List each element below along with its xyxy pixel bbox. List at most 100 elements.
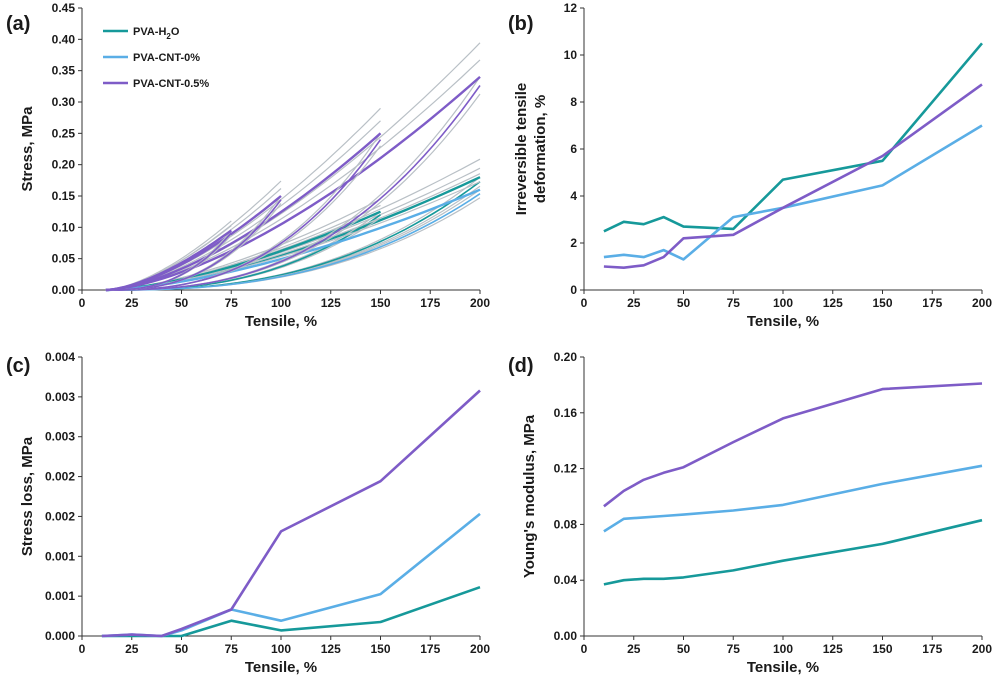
x-tick-label: 100 [271,642,291,656]
panel-c: (c) 0 25 50 75 100 125 150 175 200 0.000 0.001 0.001… [6,350,490,676]
y-tick-label: 0.001 [45,549,75,563]
x-tick-label: 50 [175,642,189,656]
x-axis-label: Tensile, % [747,659,819,676]
y-tick-label: 0.002 [45,470,75,484]
legend-label-main: PVA-CNT-0.5% [133,78,209,90]
y-tick-label: 2 [570,236,577,250]
x-axis-label: Tensile, % [747,313,819,330]
series-line-pva-cnt-05 [603,382,983,508]
x-tick-label: 75 [225,296,239,310]
x-tick-label: 150 [872,296,892,310]
x-tick-label: 25 [125,296,139,310]
panel-d: (d) 0 25 50 75 100 125 150 175 200 0.00 0.04 0.08 0.1… [508,350,992,676]
x-tick-label: 150 [872,642,892,656]
x-tick-label: 200 [470,642,490,656]
legend-label-tail: O [171,26,180,38]
x-axis-label: Tensile, % [245,659,317,676]
legend-label-main: PVA-CNT-0% [133,52,200,64]
legend-label: PVA-H2O [133,26,180,41]
y-tick-label: 0.00 [554,629,578,643]
y-tick-label: 6 [570,142,577,156]
series-line-pva-cnt-0 [101,512,481,638]
x-tick-label: 25 [627,296,641,310]
y-tick-label: 0.45 [52,1,76,15]
series-line-pva-cnt-05 [101,389,481,638]
series-curve [105,229,233,292]
x-tick-label: 175 [922,296,942,310]
x-tick-label: 75 [225,642,239,656]
y-tick-label: 0.15 [52,189,76,203]
series-line-pva-cnt-0 [603,464,983,533]
legend-label: PVA-CNT-0.5% [133,78,209,90]
panel-label-a: (a) [6,13,30,35]
x-tick-label: 100 [773,296,793,310]
y-tick-label: 0.20 [554,350,578,364]
x-tick-label: 150 [370,642,390,656]
x-tick-label: 0 [79,296,86,310]
y-axis-label: deformation, % [532,95,549,203]
x-tick-label: 200 [972,296,992,310]
x-tick-label: 75 [727,642,741,656]
y-tick-label: 12 [564,1,578,15]
y-tick-label: 0.12 [554,462,578,476]
x-tick-label: 0 [581,642,588,656]
series-line-pva-cnt-05 [603,83,983,270]
y-tick-label: 0.001 [45,589,75,603]
series-curve [105,75,481,292]
y-tick-label: 0.004 [45,350,75,364]
x-tick-label: 200 [972,642,992,656]
legend-label-sub: 2 [166,32,171,41]
x-tick-label: 125 [823,642,843,656]
x-axis-label: Tensile, % [245,313,317,330]
series-line-pva-h2o [603,42,983,233]
x-tick-label: 100 [271,296,291,310]
x-tick-label: 50 [175,296,189,310]
y-tick-label: 0.40 [52,32,76,46]
y-tick-label: 0.35 [52,64,76,78]
y-tick-label: 0.003 [45,430,75,444]
legend-label-main: PVA-H [133,26,166,38]
x-tick-label: 200 [470,296,490,310]
x-tick-label: 175 [420,642,440,656]
y-tick-label: 10 [564,48,578,62]
y-tick-label: 0.002 [45,509,75,523]
y-tick-label: 0.04 [554,573,578,587]
y-axis-label: Young's modulus, MPa [521,414,538,578]
series-curve [105,232,232,291]
y-tick-label: 0.10 [52,220,76,234]
panel-b: (b) 0 25 50 75 100 125 150 175 200 0 2 4 6 8 10 12 Tensil… [508,1,992,330]
y-tick-label: 0.16 [554,406,578,420]
x-tick-label: 175 [420,296,440,310]
series-line-pva-h2o [101,585,481,638]
x-tick-label: 50 [677,642,691,656]
x-tick-label: 125 [321,296,341,310]
y-tick-label: 0.003 [45,390,75,404]
y-tick-label: 0.08 [554,517,578,531]
series-curve [105,85,481,291]
y-axis-label: Stress loss, MPa [19,436,36,556]
series-curve [105,132,382,292]
y-tick-label: 0.20 [52,158,76,172]
y-tick-label: 0.25 [52,126,76,140]
x-tick-label: 150 [370,296,390,310]
y-axis-label: Stress, MPa [19,106,36,192]
x-tick-label: 25 [627,642,641,656]
x-tick-label: 100 [773,642,793,656]
y-tick-label: 0 [570,283,577,297]
x-tick-label: 125 [823,296,843,310]
y-tick-label: 4 [570,189,577,203]
x-tick-label: 25 [125,642,139,656]
y-tick-label: 8 [570,95,577,109]
x-tick-label: 175 [922,642,942,656]
series-curve [105,193,481,291]
x-tick-label: 50 [677,296,691,310]
panel-a: (a) 0 25 50 75 100 125 150 175 200 0.00 0.05 0.10 0.1… [6,1,490,330]
series-curve [105,139,382,291]
y-axis-label: Irreversible tensile [513,83,530,216]
x-tick-label: 75 [727,296,741,310]
panel-label-c: (c) [6,355,30,377]
x-tick-label: 0 [581,296,588,310]
series-line-pva-h2o [603,518,983,586]
x-tick-label: 0 [79,642,86,656]
